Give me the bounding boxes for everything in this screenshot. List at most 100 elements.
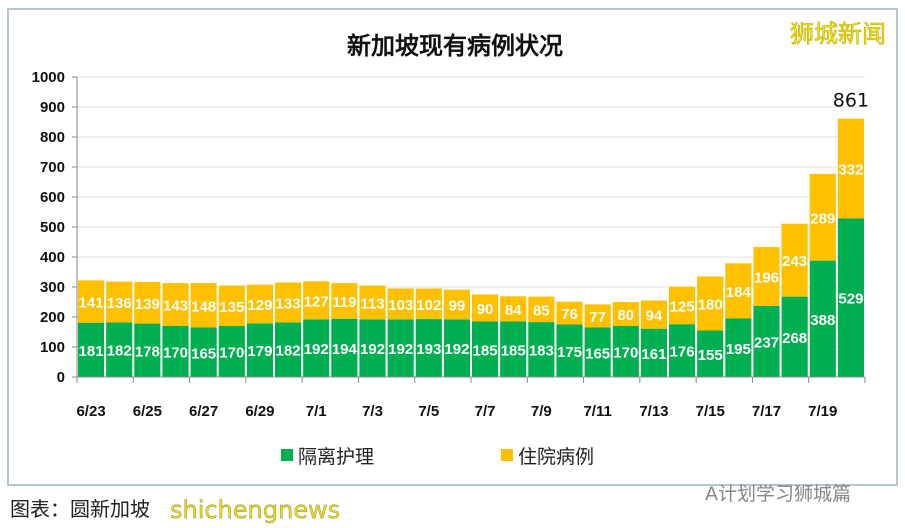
data-label: 136 <box>107 295 132 312</box>
data-label: 165 <box>585 345 610 362</box>
bar-hospital <box>387 288 414 320</box>
data-label: 183 <box>529 343 554 360</box>
bar-isolation <box>78 322 105 377</box>
bar-hospital <box>640 300 667 329</box>
bar-isolation <box>753 305 780 377</box>
bar-isolation <box>359 319 386 377</box>
data-label: 179 <box>247 343 272 360</box>
x-tick-label: 7/17 <box>752 403 781 420</box>
legend: 隔离护理 住院病例 <box>281 446 594 468</box>
bar-hospital <box>303 281 330 320</box>
data-label: 161 <box>641 346 666 363</box>
x-tick-label: 7/9 <box>531 403 552 420</box>
data-label: 194 <box>332 341 358 358</box>
y-tick-label: 700 <box>40 159 65 176</box>
data-label: 529 <box>838 291 863 308</box>
data-label: 289 <box>810 210 835 227</box>
bar-isolation <box>669 324 696 377</box>
bar-hospital <box>837 118 864 219</box>
x-tick-label: 7/13 <box>639 403 668 420</box>
bar-hospital <box>725 263 752 319</box>
x-tick-label: 7/7 <box>475 403 496 420</box>
bar-isolation <box>303 319 330 377</box>
y-tick-label: 400 <box>40 249 65 266</box>
bar-isolation <box>556 324 583 377</box>
y-tick-label: 200 <box>40 309 65 326</box>
bar-isolation <box>190 327 217 377</box>
data-label: 268 <box>782 330 807 347</box>
bar-hospital <box>78 280 105 323</box>
bar-isolation <box>528 322 555 377</box>
bar-isolation <box>809 260 836 377</box>
x-tick-label: 7/19 <box>808 403 837 420</box>
data-label: 184 <box>726 284 752 301</box>
bar-isolation <box>331 318 358 377</box>
data-label: 193 <box>416 341 441 358</box>
data-label: 192 <box>444 341 469 358</box>
bar-hospital <box>415 288 442 320</box>
bar-isolation <box>106 322 133 377</box>
bar-hospital <box>584 304 611 328</box>
data-label: 103 <box>388 297 413 314</box>
bar-hospital <box>781 223 808 297</box>
data-label: 165 <box>191 345 216 362</box>
data-label: 141 <box>79 295 104 312</box>
watermark-wechat: A计划学习狮城篇 <box>705 483 851 505</box>
data-label: 196 <box>754 270 779 287</box>
legend-swatch-isolation <box>281 449 293 461</box>
x-tick-label: 6/23 <box>76 403 105 420</box>
bar-isolation <box>725 318 752 377</box>
bar-isolation <box>472 321 499 377</box>
legend-label-hospital: 住院病例 <box>518 446 594 468</box>
bar-isolation <box>697 330 724 377</box>
y-tick-label: 800 <box>40 129 65 146</box>
x-tick-label: 7/1 <box>306 403 327 420</box>
chart-frame <box>7 8 898 486</box>
data-label: 133 <box>276 295 301 312</box>
chart-title: 新加坡现有病例状况 <box>347 32 563 60</box>
data-label: 185 <box>473 342 498 359</box>
data-label: 99 <box>449 298 466 315</box>
bar-isolation <box>500 321 527 377</box>
data-label: 139 <box>135 296 160 313</box>
data-label: 192 <box>388 341 413 358</box>
y-tick-label: 500 <box>40 219 65 236</box>
data-label: 129 <box>247 297 272 314</box>
data-label: 181 <box>79 343 104 360</box>
data-label: 195 <box>726 341 751 358</box>
x-tick-label: 6/25 <box>133 403 162 420</box>
caption: 图表：圆新加坡 <box>10 497 150 521</box>
bar-hospital <box>809 173 836 261</box>
x-tick-label: 7/15 <box>696 403 725 420</box>
bar-isolation <box>134 323 161 377</box>
data-label: 170 <box>163 345 188 362</box>
bar-hospital <box>190 283 217 328</box>
data-label: 76 <box>561 306 578 323</box>
bar-hospital <box>134 281 161 324</box>
data-label: 90 <box>477 301 494 318</box>
bar-isolation <box>612 326 639 377</box>
x-tick-label: 7/5 <box>418 403 439 420</box>
data-label: 94 <box>646 308 663 325</box>
data-label: 125 <box>670 298 695 315</box>
x-tick-label: 6/29 <box>245 403 274 420</box>
data-label: 185 <box>501 342 526 359</box>
data-label: 170 <box>613 345 638 362</box>
legend-label-isolation: 隔离护理 <box>298 446 374 468</box>
data-label: 182 <box>276 343 301 360</box>
bar-isolation <box>415 319 442 377</box>
caption-watermark: shichengnews <box>170 496 340 524</box>
bar-isolation <box>584 327 611 377</box>
bar-hospital <box>218 285 245 326</box>
bar-isolation <box>640 328 667 377</box>
data-label: 192 <box>304 341 329 358</box>
bar-hospital <box>612 302 639 326</box>
bar-hospital <box>753 247 780 306</box>
data-label: 178 <box>135 343 160 360</box>
bar-isolation <box>387 319 414 377</box>
data-label: 143 <box>163 298 188 315</box>
data-label: 180 <box>698 297 723 314</box>
bar-isolation <box>162 326 189 377</box>
